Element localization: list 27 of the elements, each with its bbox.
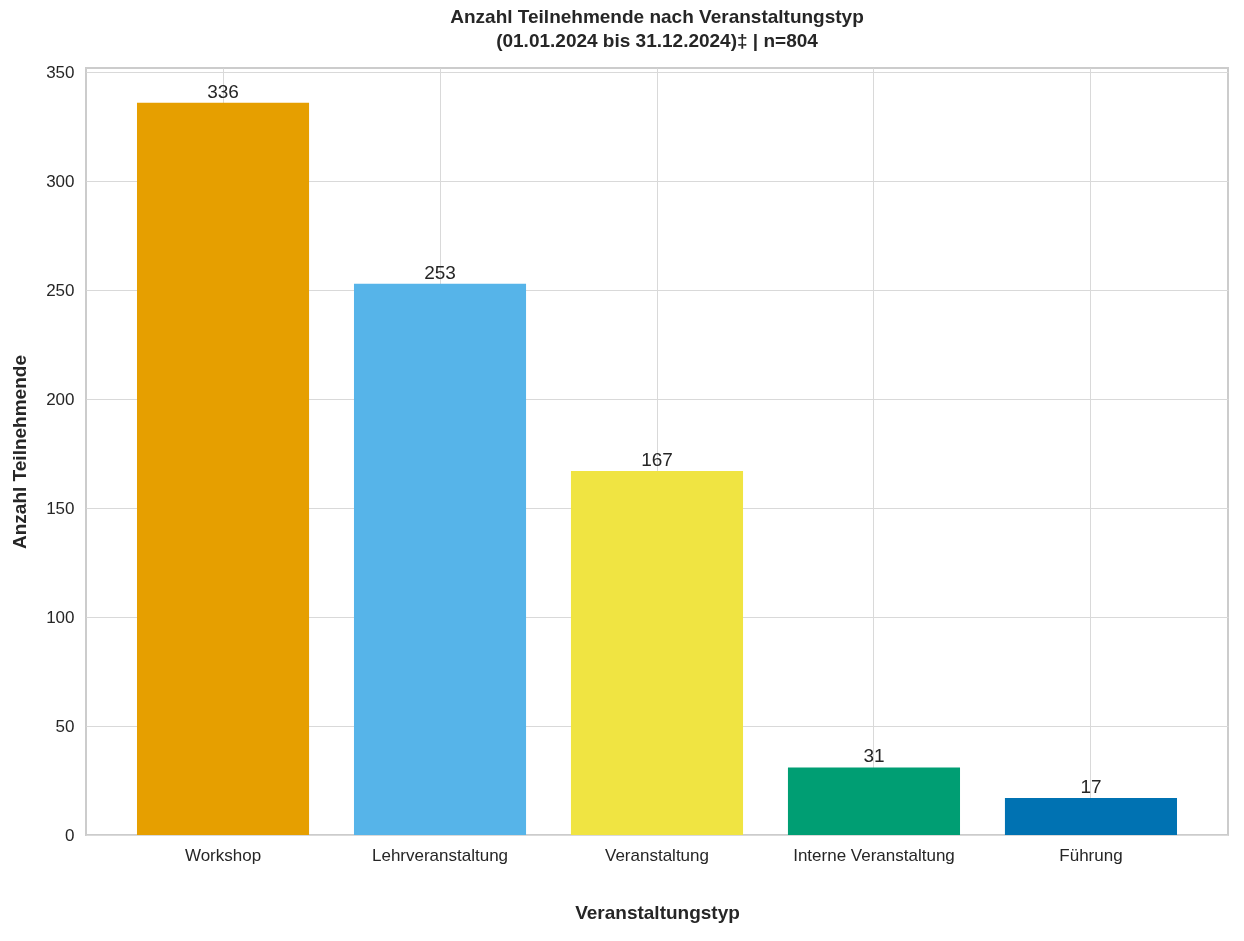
data-label: 31	[863, 745, 885, 767]
x-tick-label: Führung	[1059, 845, 1123, 865]
text: (01.01.2024 bis 31.12.2024)‡ | n=804	[496, 30, 818, 52]
y-tick-label: 100	[46, 607, 75, 627]
y-tick-label: 50	[55, 716, 75, 736]
x-tick-label: Workshop	[184, 845, 262, 865]
y-tick-label: 350	[46, 62, 75, 82]
y-tick-label: 150	[46, 498, 75, 518]
bar	[353, 283, 527, 835]
bar	[570, 471, 744, 835]
text: Anzahl Teilnehmende nach Veranstaltungstyp	[450, 6, 864, 28]
data-label: 336	[207, 80, 239, 102]
data-label: 17	[1080, 775, 1102, 797]
y-tick-label: 0	[65, 825, 75, 845]
data-label: 167	[641, 449, 673, 471]
data-label: 253	[424, 261, 456, 283]
bar	[1004, 797, 1178, 835]
x-tick-label: Veranstaltung	[605, 845, 709, 865]
y-tick-label: 300	[46, 171, 75, 191]
bar	[787, 767, 961, 835]
y-tick-label: 200	[46, 389, 75, 409]
y-axis-title: Anzahl Teilnehmende	[9, 355, 31, 549]
x-tick-label: Interne Veranstaltung	[793, 845, 955, 865]
x-axis-title: Veranstaltungstyp	[575, 901, 740, 923]
y-tick-label: 250	[46, 280, 75, 300]
x-tick-label: Lehrveranstaltung	[371, 845, 509, 865]
bar	[136, 102, 310, 835]
